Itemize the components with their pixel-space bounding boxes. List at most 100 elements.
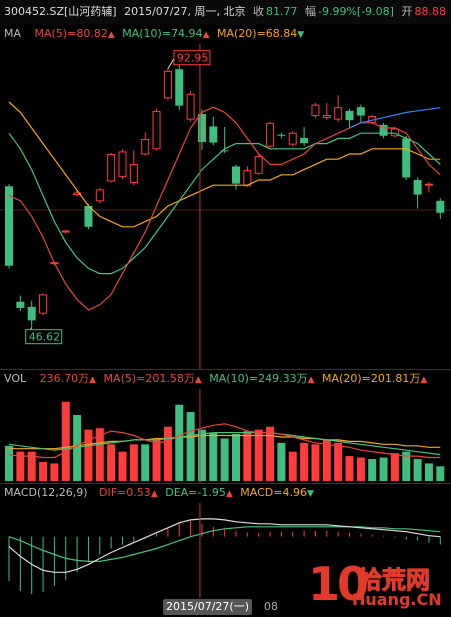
- arrow-up-icon: ▲: [420, 375, 428, 385]
- ma10-line: [8, 132, 441, 275]
- candle-body: [232, 166, 240, 184]
- candle-body: [27, 306, 36, 321]
- volume-bar: [322, 439, 331, 481]
- volume-bar: [186, 412, 195, 481]
- candle-body: [254, 156, 263, 174]
- volume-chart[interactable]: [0, 389, 451, 483]
- candle-body: [220, 150, 229, 152]
- volume-bar: [163, 426, 172, 481]
- volume-bar: [288, 451, 297, 481]
- stock-info-bar: 300452.SZ[山河药辅] 2015/07/27, 周一, 北京 收 81.7…: [0, 0, 451, 24]
- low-label-box: [25, 329, 63, 345]
- macd-value: MACD=4.96: [240, 486, 307, 499]
- volume-bar: [220, 438, 229, 481]
- stock-code-name: 300452.SZ[山河药辅]: [4, 5, 117, 18]
- vol-ma5-line: [8, 423, 441, 459]
- candle-body: [5, 186, 13, 266]
- candle-body: [322, 115, 331, 119]
- candle-body: [141, 138, 150, 155]
- macd-legend: MACD(12,26,9) DIF=0.53▲ DEA=-1.95▲ MACD=…: [0, 484, 451, 502]
- price-chart[interactable]: 92.95 46.62: [0, 44, 451, 369]
- vol-ma20-line: [9, 434, 441, 450]
- volume-bar: [141, 444, 150, 481]
- watermark-en: Huang.CN: [352, 590, 442, 609]
- candle-body: [163, 70, 172, 99]
- volume-legend: VOL 236.70万▲ MA(5)=201.58万▲ MA(10)=249.3…: [0, 370, 451, 388]
- vol-ma5-value: MA(5)=201.58万: [103, 372, 195, 385]
- candle-body: [311, 104, 320, 117]
- panel-divider: [0, 369, 451, 370]
- volume-bar: [277, 442, 286, 481]
- candle-body: [186, 93, 195, 120]
- vol-ma10-value: MA(10)=249.33万: [209, 372, 308, 385]
- selected-date-label: 2015/07/27(一): [163, 599, 252, 615]
- vol-value: 236.70万: [39, 372, 90, 385]
- arrow-up-icon: ▲: [107, 30, 115, 40]
- volume-bar: [368, 459, 377, 481]
- dif-value: DIF=0.53: [99, 486, 151, 499]
- close-value: 81.77: [265, 5, 298, 18]
- date-axis: 2015/07/27(一) 08: [0, 598, 451, 617]
- vol-label: VOL: [4, 372, 27, 385]
- candle-body: [129, 163, 138, 184]
- volume-bar: [152, 439, 161, 481]
- arrow-down-icon: ▼: [297, 30, 305, 40]
- high-pointer: [167, 58, 175, 69]
- arrow-up-icon: ▲: [307, 375, 315, 385]
- volume-bar: [356, 457, 365, 481]
- candle-body: [209, 126, 218, 143]
- volume-bar: [424, 463, 433, 481]
- panel-divider: [0, 483, 451, 484]
- volume-bar: [402, 451, 411, 481]
- candle-body: [84, 206, 93, 227]
- volume-bar: [436, 466, 445, 481]
- volume-bar: [73, 415, 82, 481]
- ma5-value: MA(5)=80.82: [34, 27, 108, 40]
- volume-bar: [209, 432, 218, 481]
- candle-body: [73, 192, 82, 196]
- macd-label: MACD(12,26,9): [4, 486, 88, 499]
- volume-bar: [84, 429, 93, 481]
- high-label: 92.95: [177, 52, 209, 65]
- volume-bar: [311, 444, 320, 481]
- volume-bar: [345, 456, 354, 481]
- volume-bar: [243, 431, 252, 481]
- volume-bar: [300, 442, 309, 481]
- candle-body: [61, 230, 70, 233]
- dif-line: [8, 518, 441, 573]
- candle-body: [39, 294, 48, 314]
- ma10-value: MA(10)=74.94: [122, 27, 203, 40]
- volume-bar: [95, 428, 104, 481]
- change-label: 幅: [304, 5, 316, 18]
- volume-bar: [379, 457, 388, 481]
- open-value: 88.88: [414, 5, 446, 18]
- macd-chart[interactable]: [0, 503, 451, 598]
- vol-ma20-value: MA(20)=201.81万: [322, 372, 421, 385]
- low-label: 46.62: [29, 331, 61, 344]
- candle-body: [379, 124, 388, 136]
- change-value: -9.99%[-9.08]: [317, 5, 394, 18]
- candle-body: [334, 107, 343, 120]
- watermark-logo: 10 拾荒网 Huang.CN: [308, 558, 451, 614]
- volume-bar: [266, 426, 275, 481]
- date-tick-label: 08: [264, 600, 278, 613]
- arrow-up-icon: ▲: [194, 375, 202, 385]
- watermark-cn: 拾荒网: [358, 566, 431, 595]
- candle-body: [197, 113, 206, 143]
- ma-legend: MA MA(5)=80.82▲ MA(10)=74.94▲ MA(20)=68.…: [0, 25, 451, 43]
- volume-bar: [197, 429, 206, 481]
- dea-value: DEA=-1.95: [165, 486, 226, 499]
- ma20-line: [8, 101, 441, 228]
- arrow-up-icon: ▲: [89, 375, 97, 385]
- volume-bar: [16, 451, 25, 481]
- candle-body: [107, 154, 116, 182]
- candle-body: [277, 134, 286, 136]
- candle-body: [402, 138, 411, 178]
- candle-body: [436, 200, 445, 213]
- candle-body: [175, 69, 184, 106]
- volume-bar: [50, 463, 59, 481]
- quote-date: 2015/07/27, 周一, 北京: [124, 5, 246, 18]
- ma20-value: MA(20)=68.84: [216, 27, 298, 40]
- ma-blue-line: [349, 107, 441, 129]
- arrow-up-icon: ▲: [150, 489, 158, 499]
